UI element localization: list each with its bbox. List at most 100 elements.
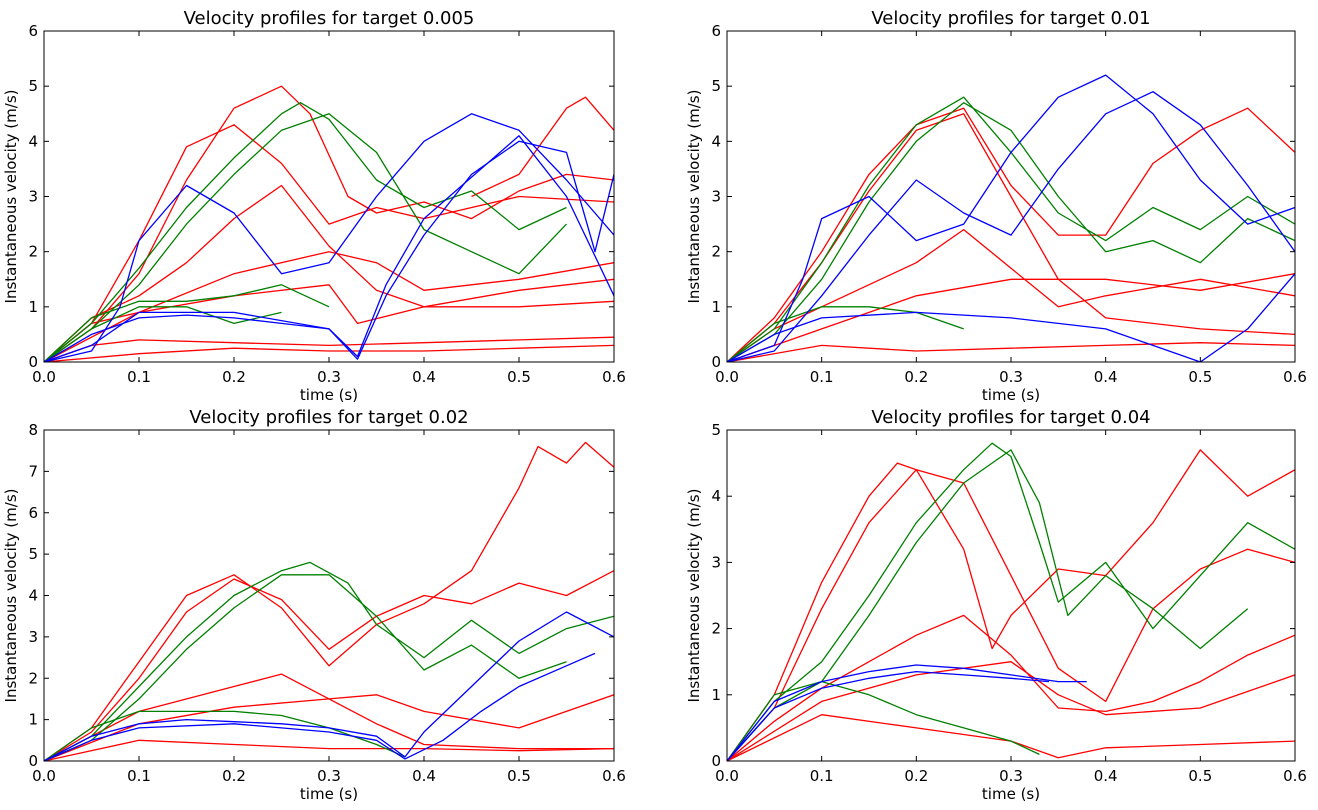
x-tick-label: 0.3 bbox=[317, 368, 341, 386]
x-tick-label: 0.1 bbox=[810, 767, 834, 785]
series-line bbox=[44, 694, 614, 761]
plot-frame bbox=[43, 429, 615, 762]
x-tick-label: 0.6 bbox=[602, 368, 626, 386]
x-tick-label: 0.0 bbox=[32, 767, 56, 785]
series-line bbox=[44, 336, 614, 362]
series-line bbox=[44, 113, 614, 362]
chart-title: Velocity profiles for target 0.02 bbox=[189, 407, 468, 428]
y-tick-label: 4 bbox=[711, 132, 721, 150]
chart-panel: 0.0 0.1 0.2 0.3 0.4 0.5 0.6 0 1 2 3 4 5 6 Velocity pro… bbox=[685, 8, 1307, 404]
series-line bbox=[44, 140, 614, 362]
series-line bbox=[727, 614, 1295, 761]
plot-frame bbox=[726, 429, 1296, 762]
x-tick-label: 0.5 bbox=[507, 368, 531, 386]
x-tick-label: 0.6 bbox=[1283, 767, 1307, 785]
series-line bbox=[727, 74, 1295, 362]
y-tick-label: 3 bbox=[711, 188, 721, 206]
y-tick-label: 1 bbox=[711, 298, 721, 316]
series-line bbox=[44, 284, 614, 362]
series-line bbox=[44, 441, 614, 761]
y-axis-label: Instantaneous velocity (m/s) bbox=[2, 489, 20, 703]
series-group bbox=[727, 74, 1295, 362]
chart-title: Velocity profiles for target 0.005 bbox=[184, 8, 475, 29]
series-line bbox=[727, 113, 1295, 362]
y-tick-label: 6 bbox=[28, 504, 38, 522]
x-axis-label: time (s) bbox=[300, 386, 358, 404]
x-tick-label: 0.2 bbox=[904, 767, 928, 785]
chart-panel: 0.0 0.1 0.2 0.3 0.4 0.5 0.6 0 1 2 3 4 5 6 Velocity pro… bbox=[2, 8, 626, 404]
series-line bbox=[44, 284, 330, 362]
series-line bbox=[727, 306, 964, 362]
series-line bbox=[727, 469, 1295, 761]
series-line bbox=[727, 680, 1040, 761]
y-axis-label: Instantaneous velocity (m/s) bbox=[2, 90, 20, 304]
series-line bbox=[44, 344, 614, 362]
series-line bbox=[44, 710, 406, 761]
series-line bbox=[44, 673, 614, 761]
x-tick-label: 0.0 bbox=[32, 368, 56, 386]
y-tick-label: 3 bbox=[28, 628, 38, 646]
x-axis-label: time (s) bbox=[982, 386, 1040, 404]
series-line bbox=[44, 113, 567, 362]
y-tick-label: 0 bbox=[28, 752, 38, 770]
y-tick-label: 0 bbox=[28, 353, 38, 371]
x-tick-label: 0.4 bbox=[412, 368, 436, 386]
x-tick-label: 0.5 bbox=[1188, 767, 1212, 785]
series-line bbox=[727, 228, 1295, 362]
y-tick-label: 6 bbox=[28, 22, 38, 40]
x-axis-label: time (s) bbox=[300, 785, 358, 803]
series-group bbox=[727, 442, 1295, 761]
series-line bbox=[44, 102, 567, 362]
series-line bbox=[727, 714, 1295, 761]
x-tick-label: 0.1 bbox=[127, 368, 151, 386]
y-tick-label: 5 bbox=[711, 421, 721, 439]
x-tick-label: 0.4 bbox=[1094, 368, 1118, 386]
series-line bbox=[44, 561, 614, 761]
x-tick-label: 0.4 bbox=[1094, 767, 1118, 785]
series-line bbox=[727, 442, 1295, 761]
series-line bbox=[44, 570, 614, 761]
series-line bbox=[44, 124, 614, 362]
x-axis-label: time (s) bbox=[982, 785, 1040, 803]
chart-panel: 0.0 0.1 0.2 0.3 0.4 0.5 0.6 0 1 2 3 4 5 Velocity prof… bbox=[685, 407, 1307, 803]
y-tick-label: 6 bbox=[711, 22, 721, 40]
series-line bbox=[44, 611, 614, 761]
x-tick-label: 0.3 bbox=[999, 368, 1023, 386]
series-line bbox=[44, 184, 614, 362]
y-tick-label: 1 bbox=[711, 686, 721, 704]
y-tick-label: 0 bbox=[711, 752, 721, 770]
series-line bbox=[727, 273, 1295, 362]
x-tick-label: 0.0 bbox=[715, 767, 739, 785]
x-tick-label: 0.5 bbox=[507, 767, 531, 785]
x-tick-label: 0.4 bbox=[412, 767, 436, 785]
series-line bbox=[44, 652, 596, 761]
y-tick-label: 1 bbox=[28, 711, 38, 729]
series-line bbox=[727, 670, 1049, 761]
y-tick-label: 2 bbox=[711, 243, 721, 261]
series-line bbox=[727, 107, 1295, 362]
y-tick-label: 1 bbox=[28, 298, 38, 316]
y-tick-label: 4 bbox=[28, 132, 38, 150]
series-group bbox=[44, 441, 614, 761]
y-tick-label: 3 bbox=[28, 188, 38, 206]
y-axis-label: Instantaneous velocity (m/s) bbox=[685, 90, 703, 304]
y-tick-label: 5 bbox=[711, 77, 721, 95]
y-tick-label: 2 bbox=[28, 669, 38, 687]
series-line bbox=[44, 251, 614, 362]
y-tick-label: 5 bbox=[28, 77, 38, 95]
series-line bbox=[44, 306, 282, 362]
series-line bbox=[44, 135, 614, 362]
x-tick-label: 0.3 bbox=[999, 767, 1023, 785]
y-tick-label: 2 bbox=[711, 620, 721, 638]
x-tick-label: 0.3 bbox=[317, 767, 341, 785]
x-tick-label: 0.2 bbox=[904, 368, 928, 386]
series-line bbox=[44, 739, 614, 761]
x-tick-label: 0.1 bbox=[127, 767, 151, 785]
y-tick-label: 0 bbox=[711, 353, 721, 371]
y-tick-label: 8 bbox=[28, 421, 38, 439]
y-axis-label: Instantaneous velocity (m/s) bbox=[685, 489, 703, 703]
x-tick-label: 0.0 bbox=[715, 368, 739, 386]
chart-panel: 0.0 0.1 0.2 0.3 0.4 0.5 0.6 0 1 2 3 4 5 6 7 8 Velocity p… bbox=[2, 407, 626, 803]
series-line bbox=[727, 91, 1295, 362]
